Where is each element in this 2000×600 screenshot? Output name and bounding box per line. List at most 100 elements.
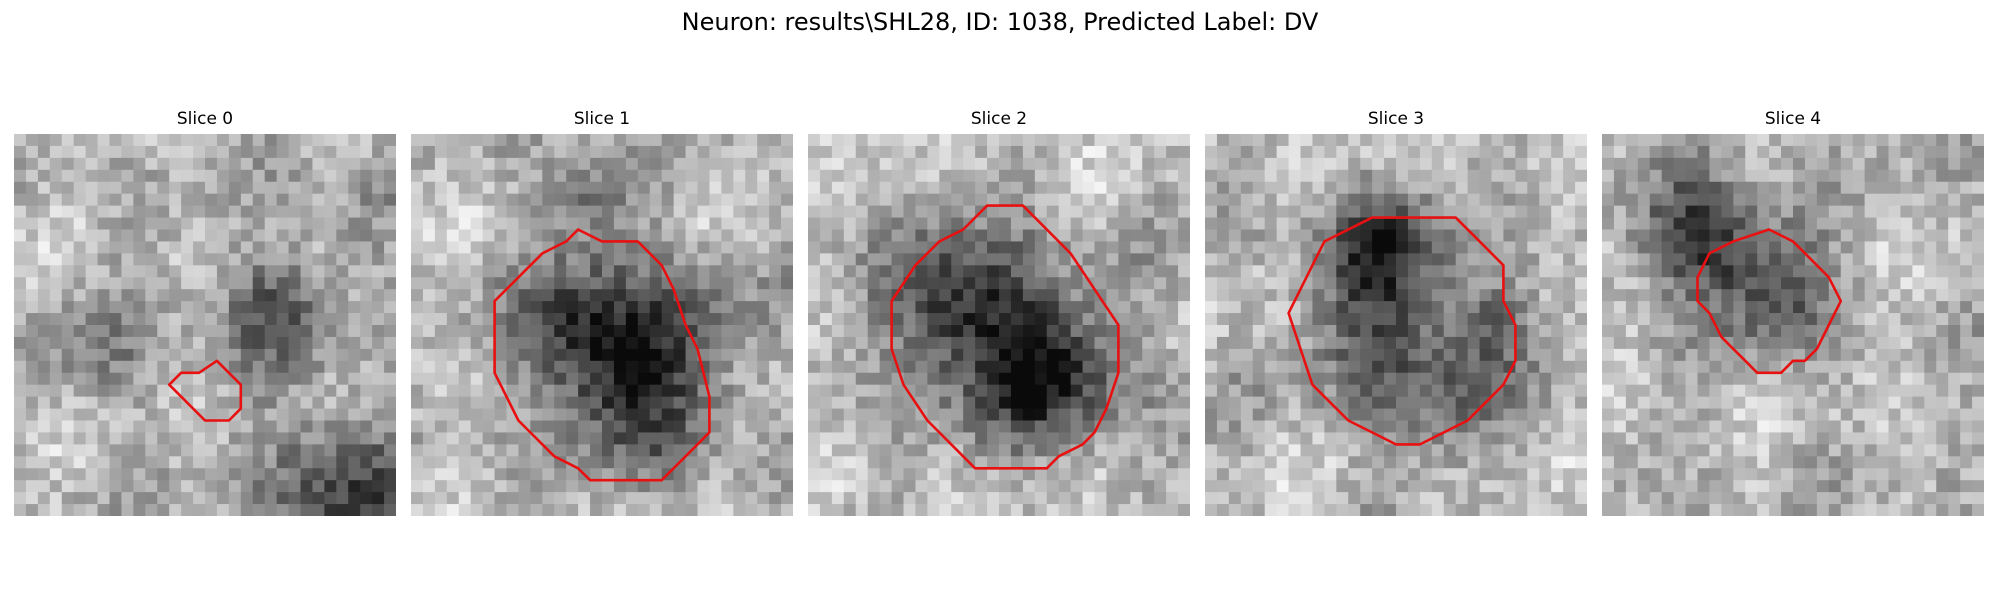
pixel <box>169 432 182 445</box>
pixel <box>808 456 821 469</box>
pixel <box>1721 421 1734 434</box>
pixel <box>193 158 206 171</box>
pixel <box>1515 409 1528 422</box>
pixel <box>1757 456 1770 469</box>
pixel <box>1757 432 1770 445</box>
pixel <box>1515 146 1528 159</box>
pixel <box>423 146 436 159</box>
pixel <box>1781 349 1794 362</box>
pixel <box>832 170 845 183</box>
pixel <box>880 421 893 434</box>
pixel <box>265 480 278 493</box>
pixel <box>1118 313 1131 326</box>
pixel <box>1130 253 1143 266</box>
pixel <box>1960 409 1973 422</box>
pixel <box>1686 194 1699 207</box>
pixel <box>495 146 508 159</box>
pixel <box>820 480 833 493</box>
pixel <box>1118 421 1131 434</box>
pixel <box>1805 361 1818 374</box>
pixel <box>1384 397 1397 410</box>
pixel <box>86 265 99 278</box>
pixel <box>1805 277 1818 290</box>
pixel <box>348 241 361 254</box>
pixel <box>1336 337 1349 350</box>
pixel <box>324 253 337 266</box>
pixel <box>1277 337 1290 350</box>
pixel <box>121 253 134 266</box>
pixel <box>1817 146 1830 159</box>
pixel <box>1527 385 1540 398</box>
pixel <box>1023 182 1036 195</box>
pixel <box>868 432 881 445</box>
pixel <box>1769 253 1782 266</box>
pixel <box>1289 504 1302 516</box>
pixel <box>602 277 615 290</box>
pixel <box>1095 325 1108 338</box>
pixel <box>1865 361 1878 374</box>
pixel <box>1166 194 1179 207</box>
pixel <box>769 385 782 398</box>
pixel <box>1709 444 1722 457</box>
pixel <box>169 230 182 243</box>
pixel <box>1456 409 1469 422</box>
pixel <box>1289 432 1302 445</box>
pixel <box>614 480 627 493</box>
pixel <box>1492 504 1505 516</box>
pixel <box>1674 361 1687 374</box>
pixel <box>1205 194 1218 207</box>
pixel <box>1757 409 1770 422</box>
pixel <box>733 206 746 219</box>
pixel <box>904 313 917 326</box>
pixel <box>626 158 639 171</box>
pixel <box>1265 146 1278 159</box>
pixel <box>1166 253 1179 266</box>
pixel <box>892 313 905 326</box>
pixel <box>241 241 254 254</box>
pixel <box>1047 409 1060 422</box>
pixel <box>301 230 314 243</box>
pixel <box>26 397 39 410</box>
pixel <box>217 325 230 338</box>
pixel <box>157 265 170 278</box>
pixel <box>1348 492 1361 505</box>
pixel <box>145 206 158 219</box>
pixel <box>253 456 266 469</box>
pixel <box>1301 325 1314 338</box>
pixel <box>1638 206 1651 219</box>
pixel <box>963 504 976 516</box>
pixel <box>1745 218 1758 231</box>
pixel <box>133 289 146 302</box>
pixel <box>1889 146 1902 159</box>
pixel <box>86 432 99 445</box>
pixel <box>301 349 314 362</box>
pixel <box>277 397 290 410</box>
pixel <box>590 313 603 326</box>
pixel <box>880 289 893 302</box>
pixel <box>483 301 496 314</box>
pixel <box>1936 444 1949 457</box>
pixel <box>1805 170 1818 183</box>
pixel <box>999 373 1012 386</box>
pixel <box>1289 468 1302 481</box>
pixel <box>459 480 472 493</box>
pixel <box>312 170 325 183</box>
pixel <box>1217 456 1230 469</box>
pixel <box>360 480 373 493</box>
pixel <box>1456 504 1469 516</box>
pixel <box>372 337 385 350</box>
pixel <box>1614 421 1627 434</box>
pixel <box>987 182 1000 195</box>
pixel <box>193 456 206 469</box>
pixel <box>1889 409 1902 422</box>
pixel <box>205 337 218 350</box>
pixel <box>554 218 567 231</box>
pixel <box>447 373 460 386</box>
pixel <box>1900 206 1913 219</box>
pixel <box>1551 134 1564 147</box>
pixel <box>915 158 928 171</box>
pixel <box>892 397 905 410</box>
pixel <box>1023 325 1036 338</box>
pixel <box>1059 385 1072 398</box>
pixel <box>1360 432 1373 445</box>
